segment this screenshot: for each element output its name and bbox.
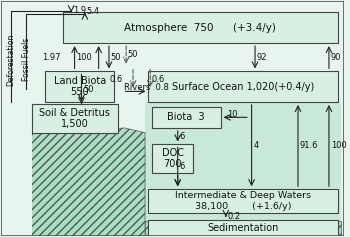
Bar bbox=[32, 104, 118, 133]
Polygon shape bbox=[32, 128, 145, 236]
Text: 50: 50 bbox=[128, 50, 138, 59]
Bar bbox=[1, 1, 31, 236]
Text: 4: 4 bbox=[253, 141, 259, 150]
Text: DOC
700: DOC 700 bbox=[162, 148, 183, 169]
Text: 0.2: 0.2 bbox=[228, 212, 241, 221]
Bar bbox=[152, 107, 220, 128]
Text: 50: 50 bbox=[111, 53, 121, 62]
Text: 1.9: 1.9 bbox=[73, 6, 86, 15]
Text: Land Biota
550: Land Biota 550 bbox=[54, 76, 106, 97]
Text: 50: 50 bbox=[83, 85, 94, 94]
Text: 100: 100 bbox=[76, 53, 92, 62]
Text: 10: 10 bbox=[228, 110, 238, 119]
Text: Atmosphere  750      (+3.4/y): Atmosphere 750 (+3.4/y) bbox=[124, 23, 276, 33]
Text: 1.97: 1.97 bbox=[42, 53, 61, 62]
Bar bbox=[46, 71, 114, 102]
Text: Biota  3: Biota 3 bbox=[168, 112, 205, 122]
Bar bbox=[63, 13, 337, 43]
Text: 91.6: 91.6 bbox=[300, 141, 318, 150]
Bar bbox=[148, 189, 337, 213]
Text: Deforestation: Deforestation bbox=[7, 33, 15, 86]
Bar bbox=[145, 102, 341, 236]
Text: Rivers  0.8: Rivers 0.8 bbox=[124, 83, 169, 92]
Text: 6: 6 bbox=[180, 132, 185, 141]
Text: 6: 6 bbox=[180, 162, 185, 171]
Text: 5.4: 5.4 bbox=[86, 7, 100, 16]
Bar bbox=[145, 221, 341, 236]
Text: Fossil Fuels: Fossil Fuels bbox=[22, 38, 31, 81]
Text: Soil & Detritus
1,500: Soil & Detritus 1,500 bbox=[39, 108, 110, 129]
Bar bbox=[148, 71, 337, 102]
Text: Intermediate & Deep Waters
38,100        (+1.6/y): Intermediate & Deep Waters 38,100 (+1.6/… bbox=[175, 191, 311, 211]
Text: 0.6: 0.6 bbox=[110, 75, 123, 84]
Text: Surface Ocean 1,020(+0.4/y): Surface Ocean 1,020(+0.4/y) bbox=[172, 82, 314, 92]
Text: 100: 100 bbox=[331, 141, 346, 150]
Bar bbox=[152, 144, 193, 173]
Text: 90: 90 bbox=[331, 53, 341, 62]
Text: 0.6: 0.6 bbox=[152, 75, 165, 84]
Bar bbox=[148, 220, 337, 236]
Text: 92: 92 bbox=[257, 53, 267, 62]
Text: Sedimentation: Sedimentation bbox=[207, 223, 279, 233]
